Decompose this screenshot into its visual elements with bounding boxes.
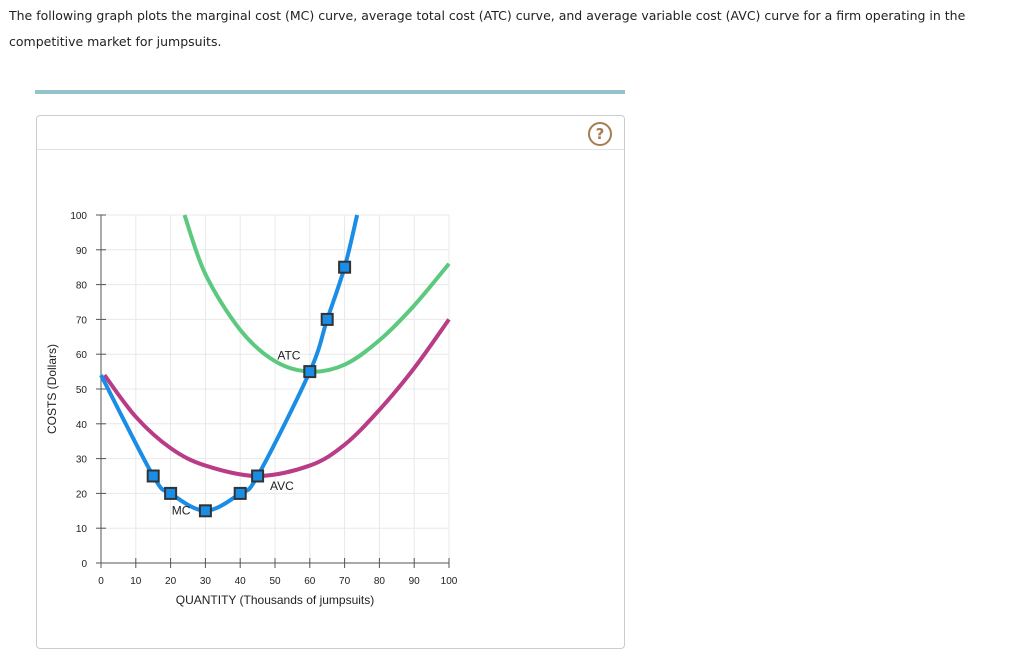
mc-point	[303, 365, 317, 379]
x-tick-label: 40	[235, 576, 247, 587]
x-tick-label: 20	[165, 576, 177, 587]
mc-point	[233, 486, 247, 500]
graph-panel: ?	[36, 115, 625, 649]
x-tick-label: 70	[339, 576, 351, 587]
curve-label-mc: MC	[172, 503, 191, 517]
avc-curve	[102, 318, 451, 479]
x-tick-label: 60	[304, 576, 316, 587]
x-axis-label: QUANTITY (Thousands of jumpsuits)	[176, 593, 375, 607]
mc-point	[251, 469, 265, 483]
curve-label-atc: ATC	[277, 348, 300, 362]
y-tick-label: 40	[76, 420, 88, 431]
x-tick-label: 80	[374, 576, 386, 587]
mc-point	[146, 469, 160, 483]
panel-divider	[37, 149, 624, 150]
x-tick-label: 0	[98, 576, 104, 587]
mc-curve	[99, 214, 360, 513]
y-tick-label: 30	[76, 455, 88, 466]
x-tick-label: 100	[441, 576, 458, 587]
x-tick-label: 10	[130, 576, 142, 587]
y-tick-label: 70	[76, 315, 88, 326]
mc-point	[198, 504, 212, 518]
x-tick-label: 50	[269, 576, 281, 587]
help-button[interactable]: ?	[588, 122, 612, 146]
y-tick-label: 100	[70, 211, 87, 222]
y-axis-label: COSTS (Dollars)	[45, 344, 59, 434]
curve-label-avc: AVC	[270, 479, 294, 493]
y-tick-label: 50	[76, 385, 88, 396]
mc-point	[320, 312, 334, 326]
mc-point	[164, 486, 178, 500]
y-tick-label: 80	[76, 281, 88, 292]
y-tick-label: 20	[76, 489, 88, 500]
question-text: The following graph plots the marginal c…	[9, 8, 966, 49]
y-tick-label: 0	[81, 559, 87, 570]
x-tick-label: 90	[409, 576, 421, 587]
mc-point	[338, 260, 352, 274]
divider-bar	[35, 90, 625, 94]
y-tick-label: 10	[76, 524, 88, 535]
x-tick-label: 30	[200, 576, 212, 587]
y-tick-label: 90	[76, 246, 88, 257]
y-tick-label: 60	[76, 350, 88, 361]
